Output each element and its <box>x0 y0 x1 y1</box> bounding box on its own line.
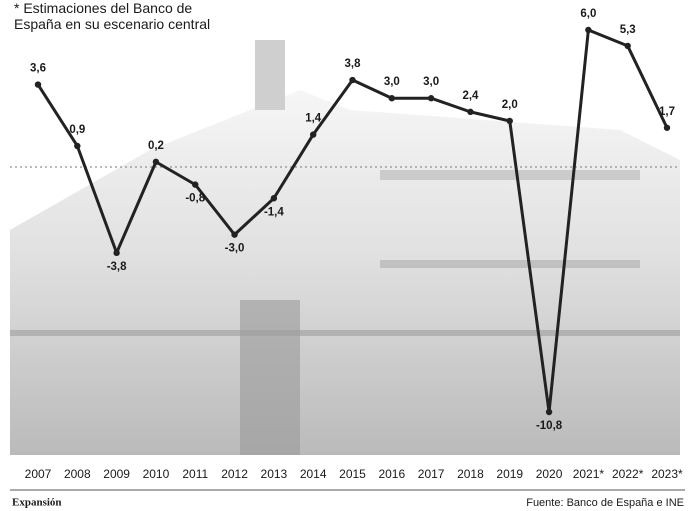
point <box>389 95 395 101</box>
x-tick-label: 2007 <box>25 467 52 481</box>
x-tick-label: 2009 <box>103 467 130 481</box>
data-label: -1,4 <box>264 206 284 218</box>
point <box>585 27 591 33</box>
data-label: 0,2 <box>148 140 164 152</box>
x-tick-label: 2019 <box>496 467 523 481</box>
x-tick-label: 2011 <box>182 467 208 481</box>
point <box>467 109 473 115</box>
x-tick-label: 2017 <box>418 467 445 481</box>
point <box>271 195 277 201</box>
page: {"chart_data": {"type": "line", "annotat… <box>0 0 690 511</box>
point <box>153 159 159 165</box>
data-label: 6,0 <box>580 8 596 20</box>
data-label: -3,0 <box>225 243 245 255</box>
point <box>231 231 237 237</box>
x-tick-label: 2016 <box>378 467 405 481</box>
point <box>624 43 630 49</box>
point <box>74 143 80 149</box>
data-label: -0,8 <box>185 193 205 205</box>
data-label: 1,4 <box>305 113 322 125</box>
x-tick-label: 2023* <box>651 467 683 481</box>
data-label: 0,9 <box>69 124 85 136</box>
point <box>35 81 41 87</box>
x-tick-label: 2015 <box>339 467 366 481</box>
data-label: 5,3 <box>620 24 636 36</box>
data-label: 1,7 <box>659 106 675 118</box>
x-tick-label: 2018 <box>457 467 484 481</box>
point <box>349 77 355 83</box>
data-label: -10,8 <box>536 420 563 432</box>
data-label: 2,0 <box>502 99 518 111</box>
annotation: España en su escenario central <box>14 16 210 32</box>
x-tick-label: 2010 <box>143 467 170 481</box>
data-label: 3,8 <box>345 58 362 70</box>
x-tick-label: 2013 <box>261 467 288 481</box>
x-tick-label: 2012 <box>221 467 248 481</box>
point <box>428 95 434 101</box>
x-tick-label: 2022* <box>612 467 644 481</box>
chart: * Estimaciones del Banco de España en su… <box>0 0 690 511</box>
point <box>113 250 119 256</box>
point <box>664 125 670 131</box>
x-tick-label: 2014 <box>300 467 327 481</box>
x-tick-label: 2008 <box>64 467 91 481</box>
source: Fuente: Banco de España e INE <box>526 497 684 509</box>
data-label: 3,6 <box>30 63 46 75</box>
point <box>546 409 552 415</box>
point <box>507 118 513 124</box>
data-label: 3,0 <box>384 76 400 88</box>
point <box>310 131 316 137</box>
x-tick-label: 2021* <box>573 467 605 481</box>
data-label: 3,0 <box>423 76 439 88</box>
annotation: * Estimaciones del Banco de <box>14 0 192 16</box>
x-tick-label: 2020 <box>536 467 563 481</box>
data-label: 2,4 <box>462 90 479 102</box>
point <box>192 181 198 187</box>
brand: Expansión <box>12 497 62 509</box>
data-label: -3,8 <box>107 261 127 273</box>
